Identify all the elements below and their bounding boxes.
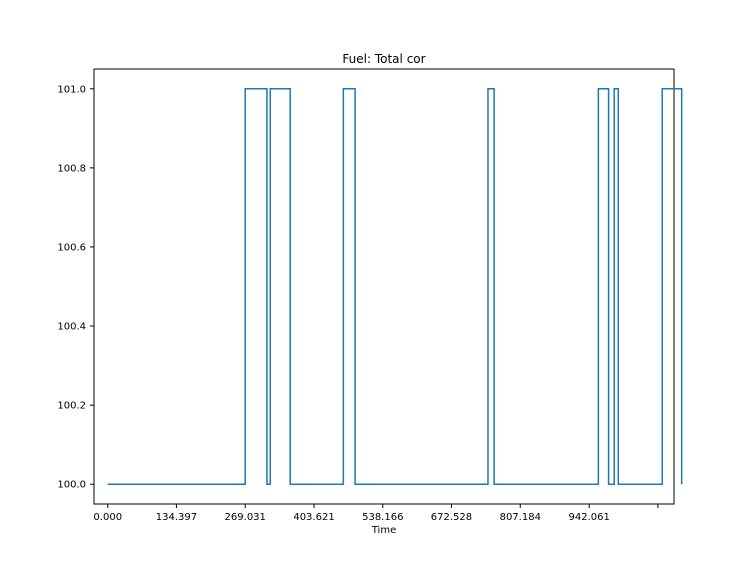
x-tick-label: 403.621 [293, 512, 334, 523]
series-line [107, 88, 683, 485]
y-tick-label: 100.2 [57, 401, 86, 412]
x-tick-label: 942.061 [569, 512, 610, 523]
y-tick-label: 100.6 [57, 242, 86, 253]
x-axis-label: Time [371, 525, 396, 536]
x-tick-label: 538.166 [362, 512, 403, 523]
x-tick-label: 0.000 [93, 512, 122, 523]
y-axis-ticks: 100.0 100.2 100.4 100.6 100.8 101.0 [57, 84, 94, 491]
y-tick-label: 101.0 [57, 84, 86, 95]
x-tick-label: 269.031 [225, 512, 266, 523]
y-tick-label: 100.0 [57, 480, 86, 491]
x-tick-label: 807.184 [500, 512, 541, 523]
y-tick-label: 100.8 [57, 163, 86, 174]
x-tick-label: 134.397 [156, 512, 197, 523]
plot-frame [93, 68, 675, 505]
chart-title: Fuel: Total cor [342, 52, 425, 66]
y-tick-label: 100.4 [57, 322, 86, 333]
x-tick-label: 672.528 [431, 512, 472, 523]
x-axis-ticks: 0.000 134.397 269.031 403.621 538.166 672.528… [93, 504, 659, 523]
